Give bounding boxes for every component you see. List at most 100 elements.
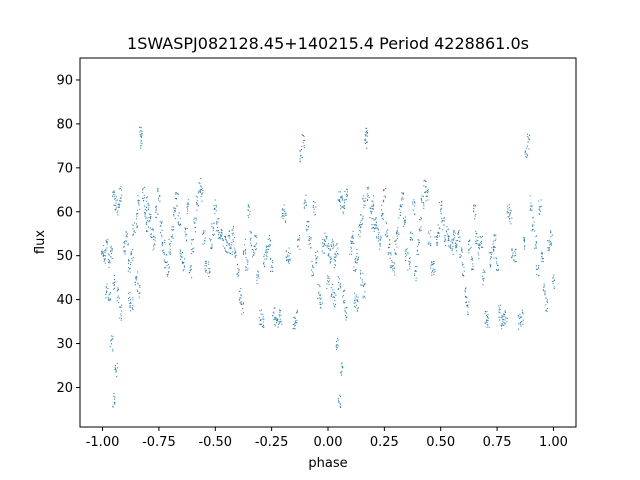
data-point xyxy=(506,317,508,319)
data-point xyxy=(140,127,142,129)
data-point xyxy=(490,264,492,266)
data-point xyxy=(450,240,452,242)
data-point xyxy=(169,253,171,255)
data-point xyxy=(123,250,125,252)
data-point xyxy=(129,296,131,298)
data-point xyxy=(423,207,425,209)
data-point xyxy=(401,199,403,201)
data-point xyxy=(242,303,244,305)
data-point xyxy=(216,222,218,224)
data-point xyxy=(116,212,118,214)
data-point xyxy=(225,250,227,252)
data-point xyxy=(353,266,355,268)
data-point xyxy=(553,274,555,276)
data-point xyxy=(120,313,122,315)
data-point xyxy=(247,263,249,265)
data-point xyxy=(379,243,381,245)
data-point xyxy=(276,319,278,321)
data-point xyxy=(518,323,520,325)
data-point xyxy=(262,318,264,320)
data-point xyxy=(396,235,398,237)
data-point xyxy=(271,270,273,272)
data-point xyxy=(382,218,384,220)
data-point xyxy=(504,310,506,312)
data-point xyxy=(213,222,215,224)
data-point xyxy=(334,265,336,267)
data-point xyxy=(481,275,483,277)
data-point xyxy=(361,223,363,225)
data-point xyxy=(270,257,272,259)
data-point xyxy=(325,235,327,237)
data-point xyxy=(240,303,242,305)
data-point xyxy=(210,247,212,249)
data-point xyxy=(306,225,308,227)
data-point xyxy=(552,281,554,283)
data-point xyxy=(186,228,188,230)
data-point xyxy=(377,229,379,231)
data-point xyxy=(336,243,338,245)
data-point xyxy=(465,296,467,298)
data-point xyxy=(528,148,530,150)
data-point xyxy=(369,217,371,219)
data-point xyxy=(175,208,177,210)
data-point xyxy=(381,215,383,217)
data-point xyxy=(224,235,226,237)
data-point xyxy=(164,239,166,241)
data-point xyxy=(352,230,354,232)
data-point xyxy=(341,197,343,199)
data-point xyxy=(185,228,187,230)
data-point xyxy=(171,236,173,238)
data-point xyxy=(520,317,522,319)
data-point xyxy=(193,247,195,249)
data-point xyxy=(459,256,461,258)
x-tick-label: 1.00 xyxy=(539,435,568,450)
data-point xyxy=(297,238,299,240)
data-point xyxy=(427,190,429,192)
data-point xyxy=(450,245,452,247)
data-point xyxy=(405,260,407,262)
data-point xyxy=(314,255,316,257)
data-point xyxy=(341,195,343,197)
data-point xyxy=(474,218,476,220)
data-point xyxy=(245,253,247,255)
data-point xyxy=(134,222,136,224)
data-point xyxy=(142,191,144,193)
data-point xyxy=(205,262,207,264)
data-point xyxy=(143,186,145,188)
data-point xyxy=(387,229,389,231)
data-point xyxy=(235,251,237,253)
data-point xyxy=(121,310,123,312)
data-point xyxy=(198,191,200,193)
data-point xyxy=(202,192,204,194)
data-point xyxy=(398,233,400,235)
data-point xyxy=(411,233,413,235)
data-point xyxy=(272,315,274,317)
data-point xyxy=(213,233,215,235)
data-point xyxy=(366,135,368,137)
data-point xyxy=(547,301,549,303)
data-point xyxy=(324,244,326,246)
data-point xyxy=(426,196,428,198)
data-point xyxy=(355,256,357,258)
data-point xyxy=(293,327,295,329)
data-point xyxy=(140,144,142,146)
data-point xyxy=(273,312,275,314)
data-point xyxy=(324,239,326,241)
data-point xyxy=(424,186,426,188)
data-point xyxy=(252,251,254,253)
data-point xyxy=(271,265,273,267)
data-point xyxy=(355,261,357,263)
data-point xyxy=(455,245,457,247)
data-point xyxy=(451,248,453,250)
data-point xyxy=(455,242,457,244)
data-point xyxy=(272,260,274,262)
data-point xyxy=(249,210,251,212)
data-point xyxy=(545,297,547,299)
data-point xyxy=(447,235,449,237)
data-point xyxy=(168,267,170,269)
data-point xyxy=(257,274,259,276)
data-point xyxy=(325,238,327,240)
data-point xyxy=(195,219,197,221)
data-point xyxy=(293,323,295,325)
data-point xyxy=(141,133,143,135)
